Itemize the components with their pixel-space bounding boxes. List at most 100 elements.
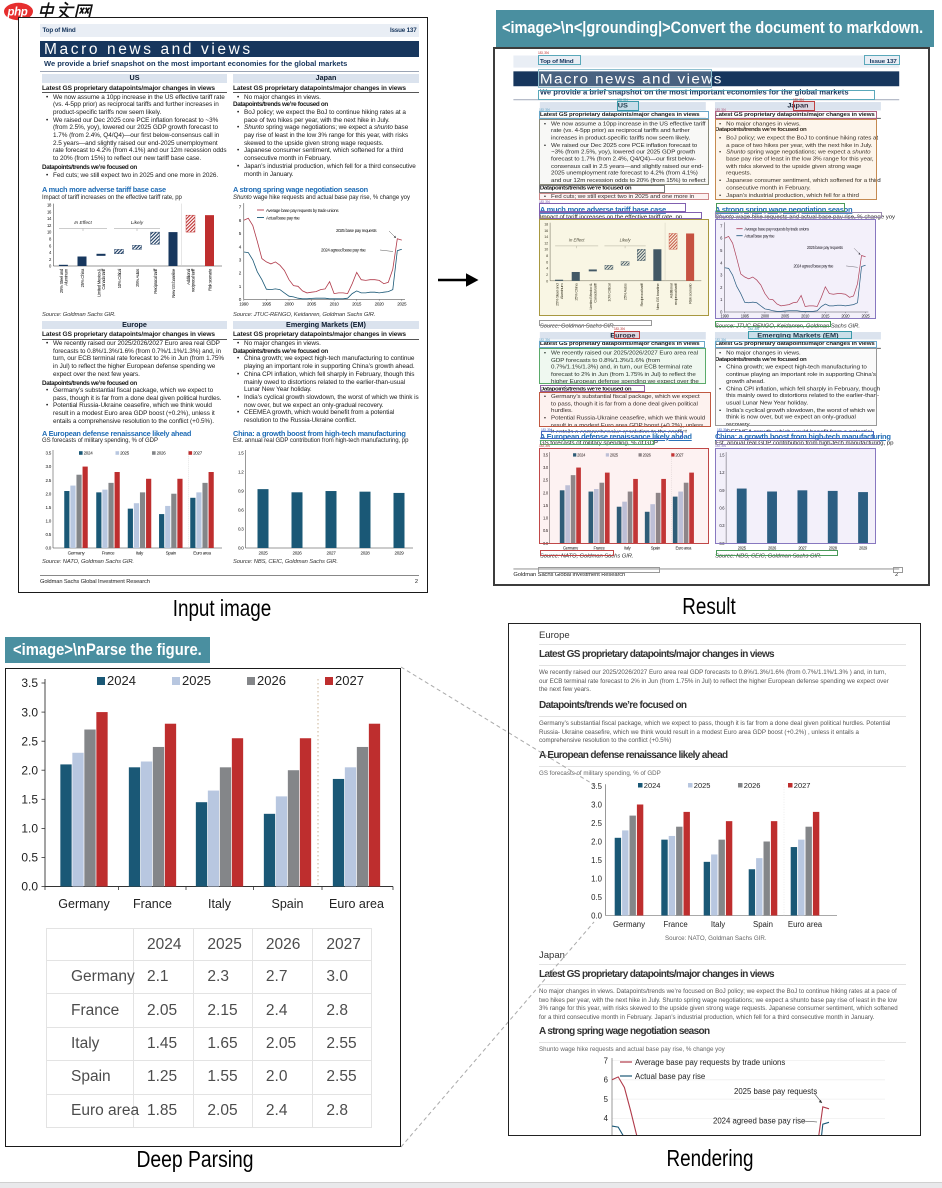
svg-text:1: 1 xyxy=(720,297,723,302)
svg-text:Italy: Italy xyxy=(208,897,232,911)
svg-text:Additional: Additional xyxy=(669,283,674,298)
svg-text:1990: 1990 xyxy=(239,302,249,307)
svg-text:Germany: Germany xyxy=(58,897,110,911)
svg-text:3.5: 3.5 xyxy=(591,782,603,791)
svg-text:3.0: 3.0 xyxy=(543,465,549,470)
svg-text:Limited Mexico &: Limited Mexico & xyxy=(96,269,101,297)
svg-text:1.5: 1.5 xyxy=(21,793,38,807)
svg-text:6: 6 xyxy=(239,218,242,223)
svg-text:25% Steel and: 25% Steel and xyxy=(59,268,64,293)
svg-text:16: 16 xyxy=(544,229,548,233)
svg-text:Average base pay requests by t: Average base pay requests by trade union… xyxy=(744,227,809,232)
svg-text:2010: 2010 xyxy=(330,302,340,307)
svg-text:Average base pay requests by t: Average base pay requests by trade union… xyxy=(635,1058,785,1067)
svg-text:1.5: 1.5 xyxy=(719,453,725,458)
svg-text:5: 5 xyxy=(720,248,723,253)
svg-text:reciprocal tariff: reciprocal tariff xyxy=(673,283,678,306)
svg-text:reciprocal tariff: reciprocal tariff xyxy=(191,268,196,292)
svg-text:1990: 1990 xyxy=(721,314,730,319)
svg-text:14: 14 xyxy=(544,235,549,239)
svg-text:2024 agreed base pay rise: 2024 agreed base pay rise xyxy=(713,1117,805,1126)
svg-text:0.0: 0.0 xyxy=(21,880,38,894)
svg-text:Euro area: Euro area xyxy=(329,897,384,911)
svg-text:2026: 2026 xyxy=(643,453,652,458)
svg-text:0.0: 0.0 xyxy=(719,541,725,546)
svg-text:Aluminum: Aluminum xyxy=(559,283,564,300)
svg-text:4: 4 xyxy=(604,1114,609,1123)
svg-text:4: 4 xyxy=(49,250,52,255)
svg-text:6: 6 xyxy=(49,243,52,248)
svg-text:2026: 2026 xyxy=(157,451,167,456)
svg-text:2020: 2020 xyxy=(841,314,850,319)
svg-text:3.5: 3.5 xyxy=(543,453,549,458)
svg-text:2024: 2024 xyxy=(107,673,136,688)
svg-text:2025: 2025 xyxy=(862,314,871,319)
svg-text:2027: 2027 xyxy=(326,551,336,556)
svg-text:2025 base pay requests: 2025 base pay requests xyxy=(336,228,377,233)
svg-text:0.3: 0.3 xyxy=(238,527,244,532)
svg-text:7: 7 xyxy=(720,224,723,229)
svg-text:Aluminum: Aluminum xyxy=(64,268,69,285)
svg-text:1: 1 xyxy=(239,284,242,289)
svg-text:2: 2 xyxy=(546,273,548,277)
svg-text:2025: 2025 xyxy=(182,673,211,688)
svg-text:2027: 2027 xyxy=(193,451,203,456)
svg-text:2.0: 2.0 xyxy=(21,763,38,777)
svg-text:2026: 2026 xyxy=(768,546,777,551)
svg-text:2027: 2027 xyxy=(335,673,364,688)
svg-text:France: France xyxy=(663,920,687,929)
svg-text:Euro area: Euro area xyxy=(788,920,823,929)
svg-text:2026: 2026 xyxy=(257,673,286,688)
svg-text:Average base pay requests by t: Average base pay requests by trade union… xyxy=(266,208,339,213)
svg-text:4: 4 xyxy=(720,261,723,266)
svg-text:2025: 2025 xyxy=(610,453,619,458)
svg-text:0.5: 0.5 xyxy=(591,893,603,902)
svg-text:Reciprocal tariff: Reciprocal tariff xyxy=(153,268,158,294)
svg-text:3.0: 3.0 xyxy=(46,464,52,469)
svg-text:2024 agreed base pay rise: 2024 agreed base pay rise xyxy=(793,264,834,269)
svg-text:Spain: Spain xyxy=(272,897,304,911)
svg-text:Spain: Spain xyxy=(651,546,661,551)
svg-text:Euro area: Euro area xyxy=(676,546,693,551)
svg-text:2.5: 2.5 xyxy=(591,819,603,828)
svg-text:2.5: 2.5 xyxy=(543,478,549,483)
svg-text:25% Autos: 25% Autos xyxy=(623,284,628,301)
svg-text:2026: 2026 xyxy=(744,781,761,790)
svg-text:Italy: Italy xyxy=(711,920,725,929)
svg-text:2015: 2015 xyxy=(352,302,362,307)
svg-text:0.3: 0.3 xyxy=(719,523,725,528)
svg-text:18: 18 xyxy=(544,223,548,227)
svg-text:25% Steel and: 25% Steel and xyxy=(555,284,560,306)
svg-text:10% Critical: 10% Critical xyxy=(117,269,122,289)
svg-text:3: 3 xyxy=(720,273,723,278)
svg-text:Germany: Germany xyxy=(563,546,579,551)
svg-text:0.5: 0.5 xyxy=(46,532,52,537)
svg-text:8: 8 xyxy=(49,237,52,242)
svg-text:16: 16 xyxy=(47,209,52,214)
svg-text:0.5: 0.5 xyxy=(21,851,38,865)
svg-text:25% China: 25% China xyxy=(573,283,578,301)
svg-text:0: 0 xyxy=(49,264,52,269)
svg-text:1995: 1995 xyxy=(741,314,750,319)
svg-text:New GS baseline: New GS baseline xyxy=(171,268,176,298)
svg-text:6: 6 xyxy=(720,236,723,241)
svg-text:0.0: 0.0 xyxy=(543,541,549,546)
svg-text:Italy: Italy xyxy=(136,551,144,556)
svg-text:5: 5 xyxy=(239,231,242,236)
svg-text:2024: 2024 xyxy=(577,453,586,458)
svg-text:7: 7 xyxy=(239,205,242,210)
svg-text:Canada tariff: Canada tariff xyxy=(101,268,106,290)
svg-text:2028: 2028 xyxy=(360,551,370,556)
svg-text:3.0: 3.0 xyxy=(591,800,603,809)
svg-text:1.2: 1.2 xyxy=(238,470,244,475)
svg-text:Actual base pay rise: Actual base pay rise xyxy=(635,1072,705,1081)
svg-text:Risk scenario: Risk scenario xyxy=(688,283,693,304)
svg-text:2027: 2027 xyxy=(798,546,807,551)
svg-text:Actual base pay rise: Actual base pay rise xyxy=(266,215,300,220)
svg-text:0.9: 0.9 xyxy=(719,488,725,493)
svg-text:2025 base pay requests: 2025 base pay requests xyxy=(807,245,843,250)
svg-text:1995: 1995 xyxy=(262,302,272,307)
svg-text:3: 3 xyxy=(239,258,242,263)
svg-text:1.5: 1.5 xyxy=(543,503,549,508)
svg-text:5: 5 xyxy=(604,1095,609,1104)
